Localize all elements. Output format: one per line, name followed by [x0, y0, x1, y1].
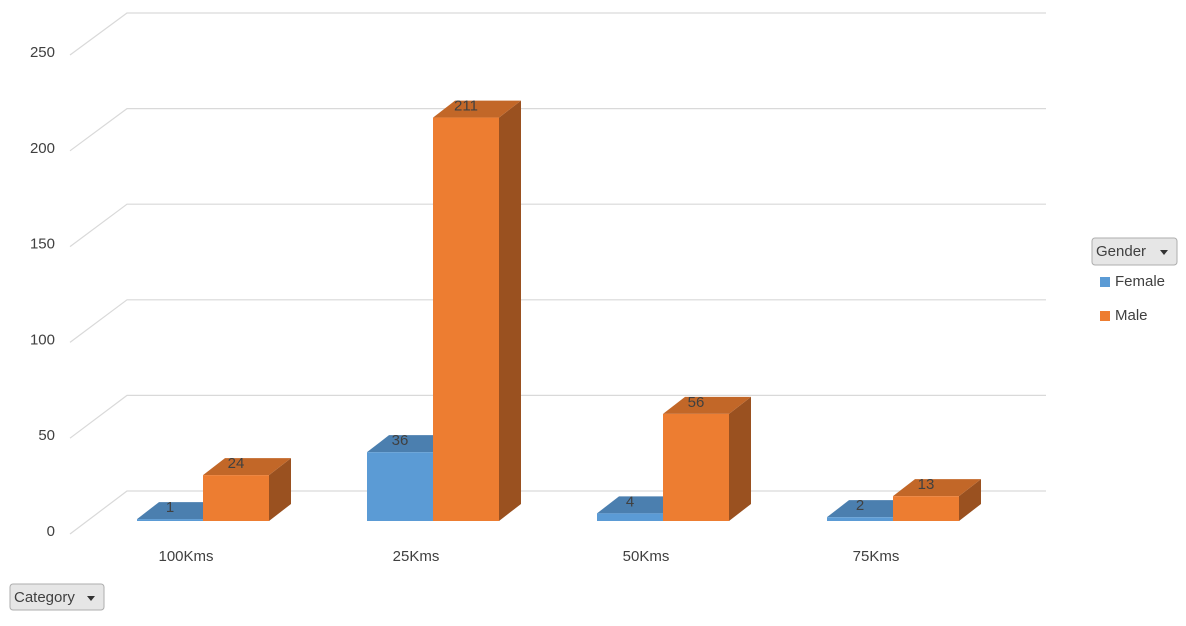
bar-side — [499, 100, 521, 522]
bar-side — [729, 396, 751, 521]
y-tick-label: 0 — [47, 523, 55, 540]
bar-front — [433, 117, 499, 522]
bar — [663, 396, 751, 521]
bar-front — [137, 519, 203, 521]
bar — [893, 479, 981, 521]
y-tick-label: 150 — [30, 236, 55, 253]
y-tick-label: 250 — [30, 44, 55, 61]
bar-front — [203, 475, 269, 521]
axis-field-label[interactable]: Category — [14, 589, 75, 606]
y-tick-label: 200 — [30, 140, 55, 157]
bar-top — [893, 479, 981, 497]
button-frame[interactable] — [9, 583, 105, 611]
value-label: 1 — [166, 499, 174, 516]
bar-side — [959, 479, 981, 521]
bar-front — [893, 496, 959, 521]
legend-swatch — [1100, 277, 1110, 287]
value-label: 211 — [454, 98, 478, 115]
legend-label: Female — [1115, 273, 1165, 290]
grid-line — [69, 394, 1046, 439]
bar-top — [663, 396, 751, 414]
grid-line — [69, 203, 1046, 248]
x-tick-label: 50Kms — [623, 548, 670, 565]
y-tick-label: 50 — [38, 427, 55, 444]
grid-line — [69, 12, 1046, 56]
bar-front — [663, 413, 729, 521]
value-label: 24 — [228, 455, 245, 472]
bar-top — [433, 100, 521, 118]
value-label: 13 — [918, 476, 935, 493]
bar-top — [203, 458, 291, 476]
legend-label: Male — [1115, 307, 1148, 324]
x-tick-label: 75Kms — [853, 548, 900, 565]
button-frame[interactable] — [1091, 237, 1178, 266]
grid-line — [69, 108, 1046, 152]
dropdown-arrow[interactable] — [87, 596, 95, 601]
x-tick-label: 25Kms — [393, 548, 440, 565]
value-label: 2 — [856, 497, 864, 514]
axis-field-button[interactable]: Category — [9, 583, 105, 611]
dropdown-arrow[interactable] — [1160, 250, 1168, 255]
legend-swatch — [1100, 311, 1110, 321]
bar-side — [269, 458, 291, 521]
bar-front — [597, 513, 663, 521]
legend-title[interactable]: Gender — [1096, 243, 1146, 260]
x-tick-label: 100Kms — [158, 548, 213, 565]
legend-button[interactable]: Gender — [1091, 237, 1178, 266]
bar — [203, 458, 291, 521]
bar-front — [827, 517, 893, 521]
plot: 0 50 100 150 200 250 100Kms 1 24 25Kms 36 211 50Kms 4… — [30, 12, 1165, 565]
value-label: 4 — [626, 493, 634, 510]
bar-front — [367, 452, 433, 521]
bar — [433, 100, 521, 522]
y-tick-label: 100 — [30, 331, 55, 348]
grid-line — [69, 299, 1046, 343]
value-label: 56 — [688, 394, 705, 411]
value-label: 36 — [392, 432, 409, 449]
